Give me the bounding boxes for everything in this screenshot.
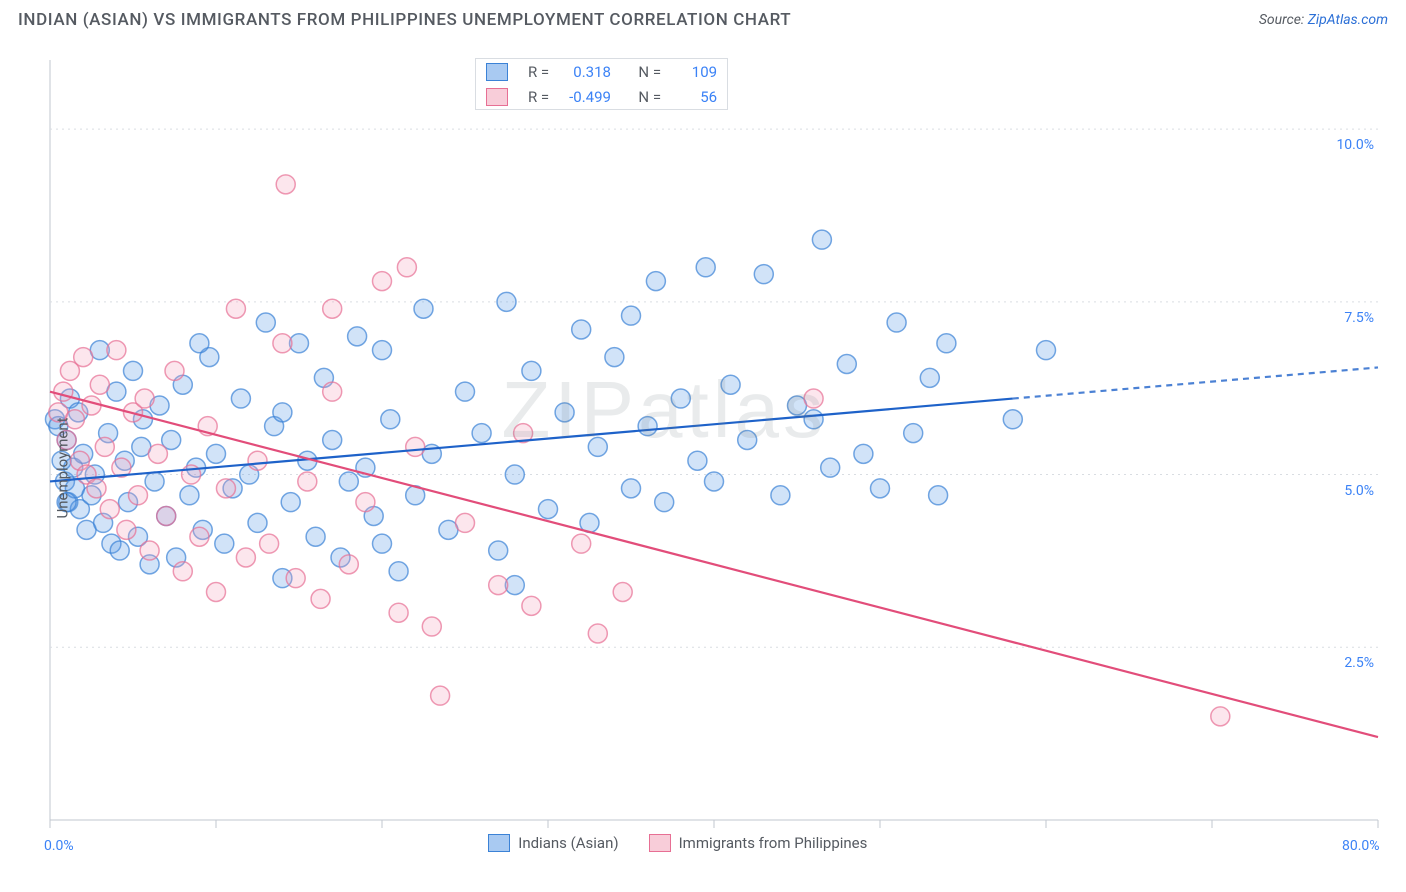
correlation-scatter-chart bbox=[0, 44, 1406, 892]
legend-swatch bbox=[488, 834, 510, 852]
legend-n-value: 109 bbox=[671, 59, 727, 84]
y-tick-label: 5.0% bbox=[1344, 483, 1374, 499]
legend-r-value: 0.318 bbox=[559, 59, 621, 84]
legend-n-value: 56 bbox=[671, 84, 727, 109]
x-axis-max-label: 80.0% bbox=[1342, 838, 1380, 854]
y-axis-label: Unemployment bbox=[54, 417, 72, 518]
legend-swatch bbox=[486, 63, 508, 81]
stats-legend: R = 0.318 N = 109 R = -0.499 N = 56 bbox=[475, 58, 728, 110]
legend-swatch bbox=[486, 88, 508, 106]
legend-n-label: N = bbox=[621, 84, 671, 109]
legend-swatch bbox=[649, 834, 671, 852]
y-tick-label: 10.0% bbox=[1336, 137, 1374, 153]
legend-label: Indians (Asian) bbox=[518, 834, 618, 852]
legend-label: Immigrants from Philippines bbox=[679, 834, 868, 852]
source-link[interactable]: ZipAtlas.com bbox=[1308, 12, 1388, 28]
series-legend: Indians (Asian) Immigrants from Philippin… bbox=[488, 834, 867, 852]
legend-item: Indians (Asian) bbox=[488, 834, 618, 852]
chart-title: INDIAN (ASIAN) VS IMMIGRANTS FROM PHILIP… bbox=[18, 10, 791, 30]
y-tick-label: 2.5% bbox=[1344, 655, 1374, 671]
source-prefix: Source: bbox=[1259, 12, 1308, 28]
legend-r-value: -0.499 bbox=[559, 84, 621, 109]
source-attribution: Source: ZipAtlas.com bbox=[1259, 12, 1388, 28]
legend-n-label: N = bbox=[621, 59, 671, 84]
legend-r-label: R = bbox=[518, 84, 559, 109]
y-tick-label: 7.5% bbox=[1344, 310, 1374, 326]
x-axis-min-label: 0.0% bbox=[44, 838, 74, 854]
legend-item: Immigrants from Philippines bbox=[649, 834, 868, 852]
legend-r-label: R = bbox=[518, 59, 559, 84]
